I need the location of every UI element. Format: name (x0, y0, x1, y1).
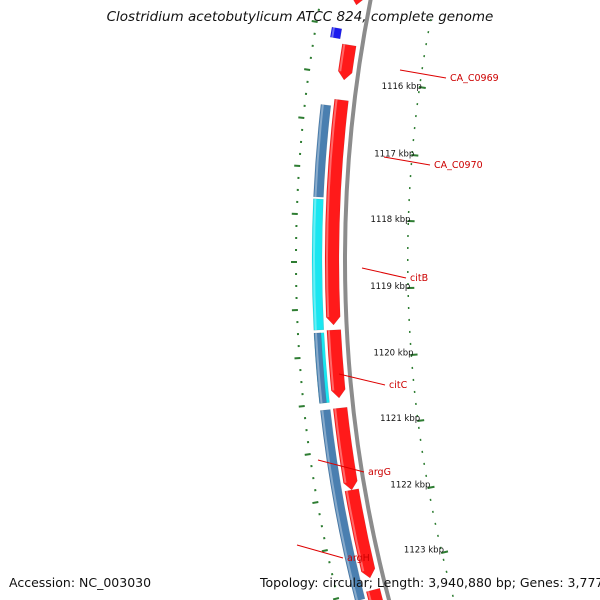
gene-label: citB (410, 273, 428, 284)
cog-feature-highlight (331, 27, 335, 38)
cog-feature (313, 332, 327, 404)
major-tick (298, 116, 305, 119)
cds-feature-highlight (326, 99, 338, 318)
gene-leader-line (399, 69, 447, 79)
gene-labels: CA_C0969 CA_C0970 citB citC argG argH (296, 69, 499, 564)
tick-label: 1122 kbp (390, 481, 430, 491)
cog-feature (320, 409, 366, 600)
inner-tick-ring: 1116 kbp 1117 kbp 1118 kbp 1119 kbp 1120 kbp… (370, 19, 454, 597)
gene-leader-line (361, 267, 407, 279)
tick-label: 1120 kbp (373, 348, 413, 358)
cog-feature-highlight (314, 104, 324, 197)
tick-label: 1117 kbp (374, 150, 414, 160)
cds-feature (337, 43, 357, 81)
outer-tick-ring (291, 8, 340, 600)
tick-label: 1116 kbp (382, 82, 422, 92)
major-tick (311, 19, 318, 23)
major-tick (298, 405, 305, 408)
cog-feature (311, 198, 325, 331)
map-title: Clostridium acetobutylicum ATCC 824, com… (106, 9, 494, 25)
major-tick (411, 154, 419, 157)
tick-label: 1121 kbp (380, 414, 420, 424)
cog-feature (313, 104, 332, 198)
tick-label: 1118 kbp (371, 215, 411, 225)
gene-label: argG (368, 467, 391, 478)
cds-track (324, 0, 384, 600)
tick-label: 1123 kbp (404, 545, 444, 555)
cds-feature (332, 406, 358, 491)
major-tick (304, 68, 311, 71)
gene-label: citC (389, 380, 408, 391)
cog-feature-highlight (313, 198, 317, 331)
gene-leader-line (338, 373, 386, 386)
cds-feature (324, 98, 349, 326)
cog-feature (329, 26, 343, 40)
cds-feature-highlight (334, 408, 347, 484)
tick-label: 1119 kbp (370, 282, 410, 292)
topology-text: Topology: circular; Length: 3,940,880 bp… (260, 575, 600, 590)
genome-backbone (343, 0, 392, 600)
major-tick (304, 453, 311, 456)
major-tick (417, 419, 425, 422)
major-tick (321, 549, 328, 553)
cog-feature-highlight (321, 410, 359, 600)
cds-feature (326, 329, 346, 399)
gene-label: CA_C0970 (434, 160, 483, 171)
major-tick (427, 485, 435, 489)
gene-leader-line (383, 156, 431, 166)
gene-label: argH (347, 553, 370, 564)
cds-feature-highlight (339, 44, 346, 72)
gene-leader-line (317, 459, 365, 473)
gene-leader-line (296, 544, 344, 559)
cds-feature (365, 587, 384, 600)
gene-label: CA_C0969 (450, 73, 499, 84)
cog-feature-highlight (314, 333, 323, 404)
cds-feature-highlight (327, 330, 335, 391)
major-tick (418, 86, 426, 89)
major-tick (332, 597, 340, 600)
cds-feature-highlight (345, 490, 365, 572)
major-tick (312, 501, 319, 505)
cds-feature (344, 488, 376, 579)
major-tick (410, 353, 418, 356)
cds-feature (353, 0, 364, 6)
cds-feature-highlight (367, 590, 372, 600)
cog-track (311, 26, 366, 600)
major-tick (440, 550, 449, 554)
accession-text: Accession: NC_003030 (9, 575, 152, 590)
